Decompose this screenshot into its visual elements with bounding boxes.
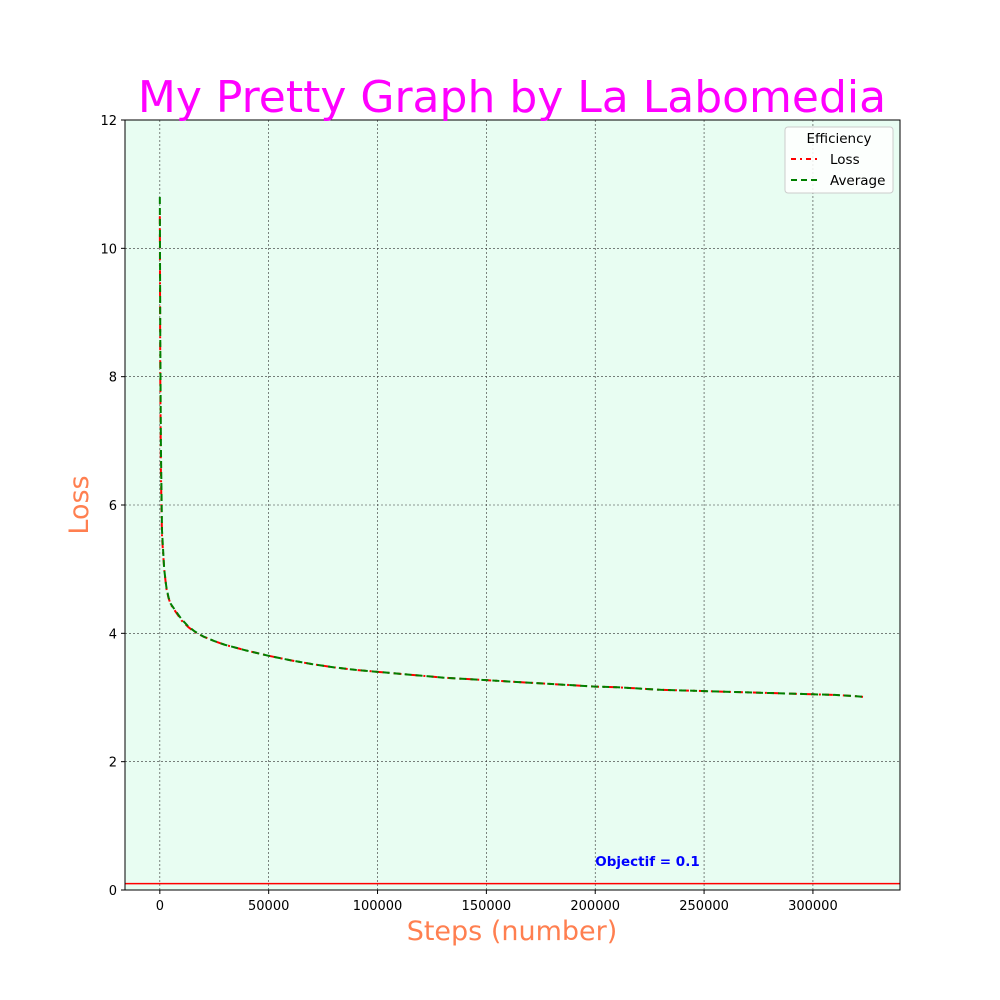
series-layer [158, 196, 864, 698]
chart-title: My Pretty Graph by La Labomedia [138, 72, 886, 123]
grid-lines [125, 120, 900, 890]
y-tick-label: 12 [100, 114, 117, 129]
series-line-average [158, 196, 864, 698]
x-axis-ticks: 0 50000 100000 150000 200000 250000 300000 [156, 890, 838, 914]
objective-annotation: Objectif = 0.1 [595, 854, 700, 870]
x-axis-label: Steps (number) [407, 916, 618, 947]
x-tick-label: 250000 [679, 899, 729, 914]
legend-title: Efficiency [806, 131, 871, 147]
legend-box [784, 126, 894, 194]
x-tick-label: 0 [156, 899, 164, 914]
y-tick-label: 6 [109, 499, 117, 514]
x-tick-label: 100000 [353, 899, 403, 914]
legend: Efficiency Loss Average [784, 126, 894, 194]
y-tick-label: 0 [109, 884, 117, 899]
x-tick-label: 200000 [570, 899, 620, 914]
y-tick-label: 4 [109, 627, 117, 642]
y-tick-label: 10 [100, 242, 117, 257]
legend-label-average: Average [830, 173, 885, 189]
y-axis-label: Loss [64, 475, 95, 534]
x-tick-label: 300000 [788, 899, 838, 914]
x-tick-label: 150000 [462, 899, 512, 914]
y-tick-label: 8 [109, 371, 117, 386]
legend-label-loss: Loss [830, 152, 860, 168]
y-tick-label: 2 [109, 756, 117, 771]
y-axis-ticks: 0 2 4 6 8 10 12 [100, 114, 125, 899]
x-tick-label: 50000 [248, 899, 289, 914]
